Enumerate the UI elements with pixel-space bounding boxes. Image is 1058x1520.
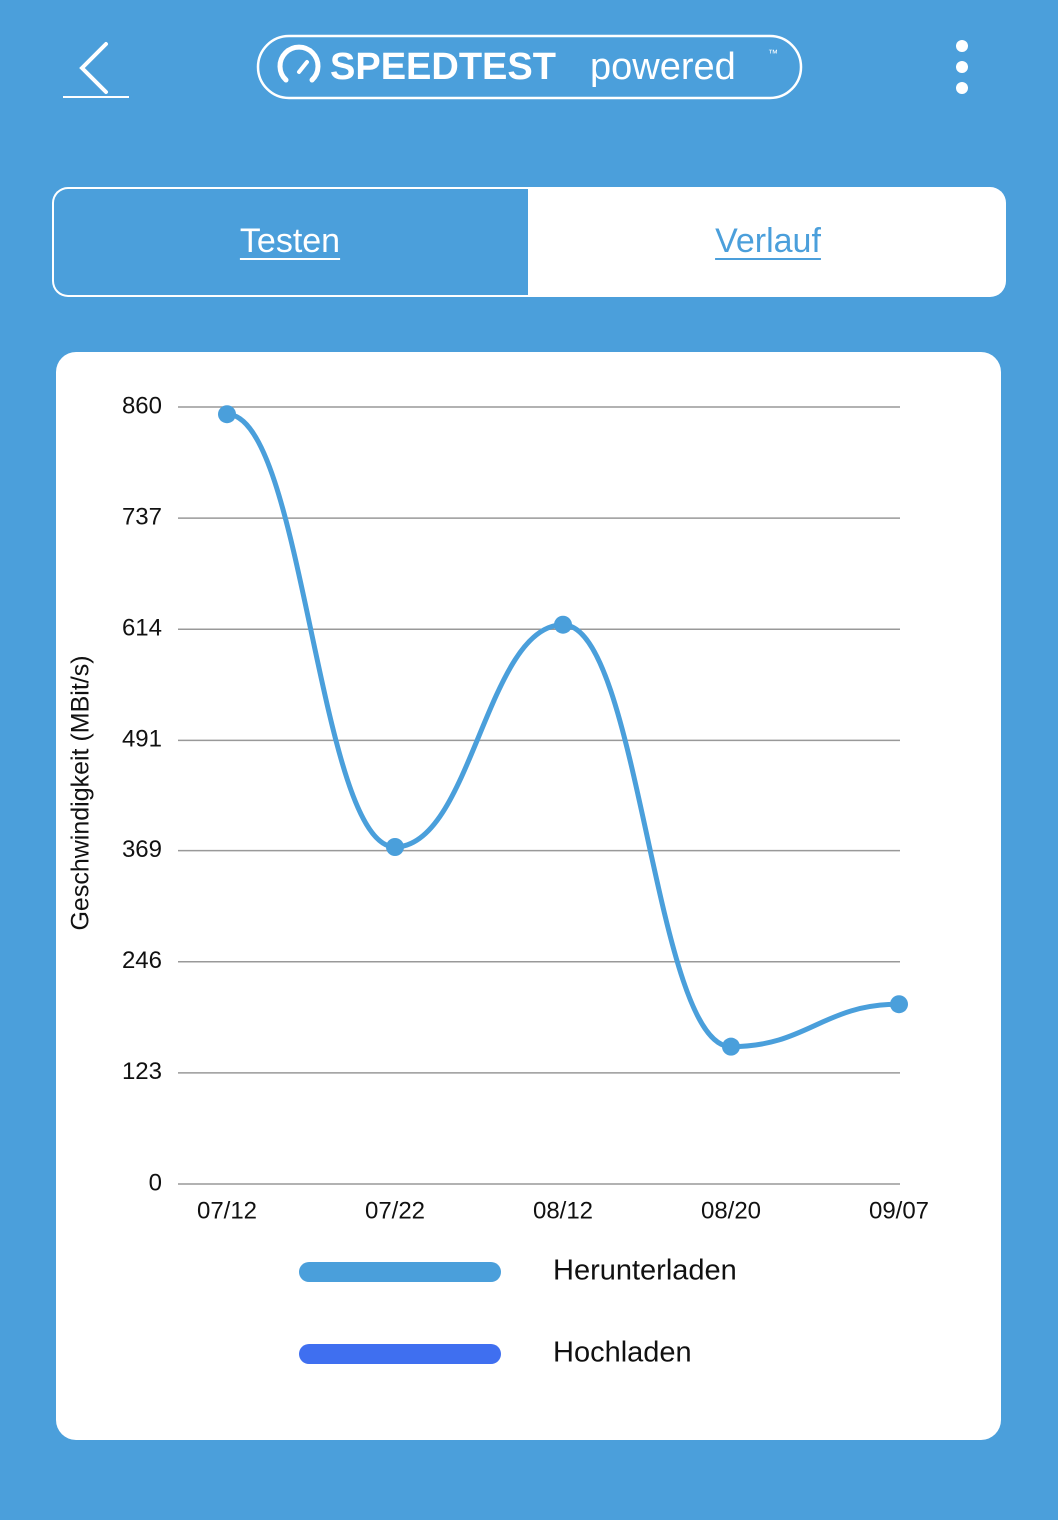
brand-name: SPEEDTEST [330, 46, 556, 88]
tab-active-bg [54, 189, 528, 295]
point [218, 405, 236, 424]
menu-button[interactable] [956, 40, 968, 94]
y-tick-label: 246 [122, 947, 162, 974]
y-tick-label: 614 [122, 615, 162, 642]
line [226, 411, 900, 1050]
point [890, 995, 908, 1014]
back-button[interactable] [63, 42, 129, 98]
x-tick-label: 08/20 [701, 1197, 761, 1224]
y-tick-label: 737 [122, 503, 162, 530]
tab-verlauf[interactable]: Verlauf [715, 222, 821, 260]
y-tick-label: 860 [122, 392, 162, 419]
brand-pill [256, 34, 803, 100]
x-tick-label: 07/22 [365, 1197, 425, 1224]
legend-label: Hochladen [553, 1337, 692, 1369]
y-tick-label: 369 [122, 836, 162, 863]
y-axis-title: Geschwindigkeit (MBit/s) [67, 655, 95, 930]
trademark: ™ [768, 49, 778, 60]
x-tick-label: 09/07 [869, 1197, 929, 1224]
brand-suffix: powered [590, 46, 736, 88]
y-tick-label: 0 [149, 1169, 162, 1196]
tab-testen[interactable]: Testen [240, 222, 340, 260]
point [386, 837, 404, 856]
chart-card [56, 352, 1001, 1440]
y-tick-label: 123 [122, 1058, 162, 1085]
point [722, 1037, 740, 1056]
x-tick-label: 08/12 [533, 1197, 593, 1224]
x-tick-label: 07/12 [197, 1197, 257, 1224]
gauge-icon [277, 44, 321, 83]
point [554, 615, 572, 634]
back-chevron [79, 42, 108, 94]
y-tick-label: 491 [122, 726, 162, 753]
legend-label: Herunterladen [553, 1255, 737, 1287]
plot: 0 123 246 369 491 614 737 860 07/12 07/22 08/12 08/… [122, 392, 929, 1368]
